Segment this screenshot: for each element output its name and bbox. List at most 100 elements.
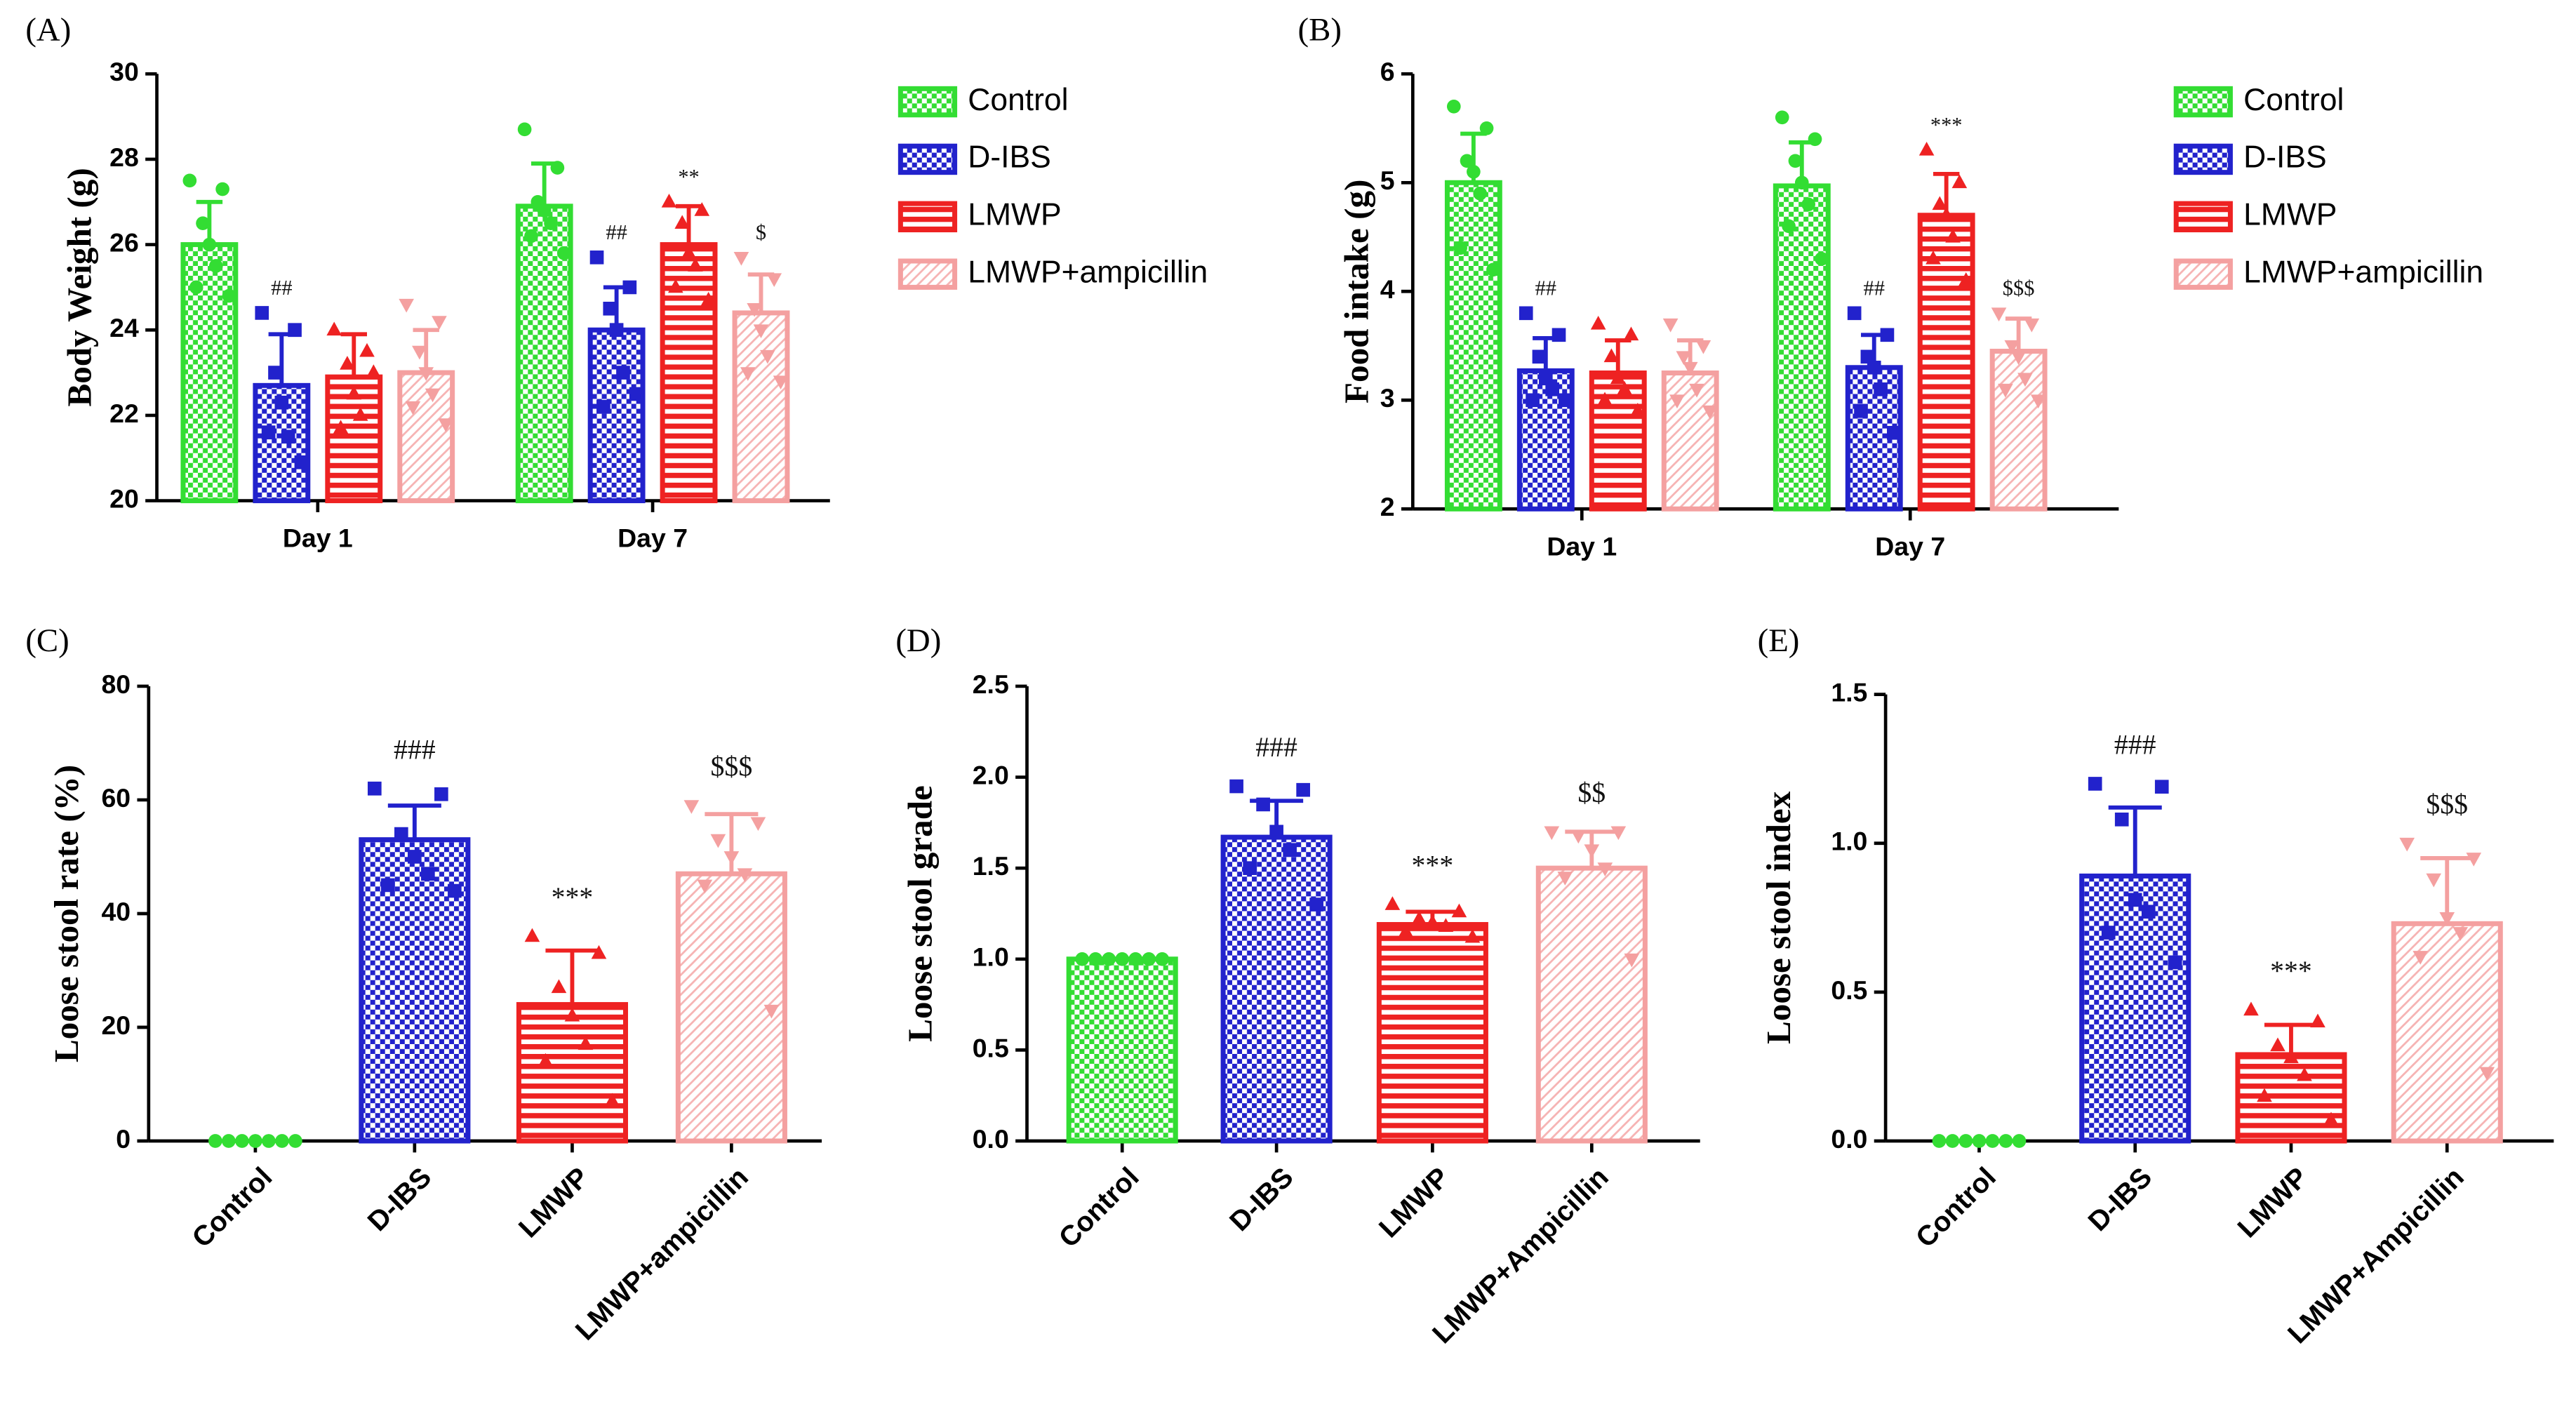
data-point [517,122,532,137]
x-tick-label: LMWP+ampicillin [570,1161,754,1346]
y-tick-label: 80 [101,669,131,699]
data-point [1932,196,1948,211]
data-point [432,316,447,330]
y-tick-label: 26 [109,227,139,257]
data-point [366,364,382,378]
legend-label: LMWP [968,198,1061,232]
y-tick-label: 4 [1380,274,1395,304]
data-point [2399,837,2415,852]
data-point [346,385,362,400]
data-point [700,291,716,306]
data-point [1584,844,1600,859]
x-tick-label: LMWP [2231,1161,2314,1243]
y-tick-label: 1.5 [1831,678,1867,707]
y-tick-label: 2.5 [973,669,1009,699]
data-point [2426,873,2442,888]
data-point [1998,383,2013,398]
data-point [683,800,700,814]
data-point [2257,1088,2272,1102]
bar [1661,370,1719,512]
data-point [603,302,618,316]
data-point [2243,1001,2259,1016]
data-point [1115,952,1130,966]
data-point [538,1053,554,1067]
y-tick-label: 5 [1380,166,1395,195]
legend-swatch [2173,143,2233,175]
data-point [697,879,713,894]
data-point [1283,843,1297,857]
x-tick-label: LMWP [513,1161,595,1243]
data-point [421,867,435,881]
bar [587,327,646,504]
significance-label: ## [606,220,627,244]
data-point [288,1134,302,1148]
significance-label: $$$ [2426,789,2468,820]
data-point [556,246,571,260]
data-point [1411,910,1427,925]
data-point [1926,250,1941,265]
significance-label: ### [2114,730,2156,761]
bar [2235,1052,2347,1144]
legend-label: LMWP+ampicillin [968,255,1208,289]
x-tick-label: Day 7 [1875,531,1945,561]
legend-label: LMWP [2243,198,2337,232]
legend-label: LMWP+ampicillin [2243,255,2483,289]
data-point [688,258,703,272]
data-point [1958,1134,1973,1148]
data-point [1617,380,1632,395]
y-tick-label: 40 [101,897,131,926]
y-tick-label: 30 [109,57,139,86]
data-point [1874,382,1888,396]
x-tick-label: LMWP+Ampicillin [2282,1161,2470,1349]
data-point [760,349,775,364]
legend-swatch [897,201,958,233]
data-point [1526,393,1540,408]
error-bar [545,948,599,1005]
data-point [591,944,607,959]
data-point [1985,1134,2000,1148]
data-point [1623,326,1639,341]
data-point [202,237,217,252]
significance-label: *** [2270,956,2312,987]
data-point [326,321,342,336]
data-point [1102,952,1116,966]
data-point [2413,951,2429,965]
x-tick-label: D-IBS [362,1161,438,1237]
data-point [268,366,282,380]
y-tick-label: 28 [109,142,139,172]
data-point [1544,826,1560,841]
legend-swatch [2173,258,2233,290]
data-point [1590,315,1606,330]
data-point [1938,206,1954,221]
data-point [182,173,197,188]
data-point [1570,829,1587,844]
data-point [340,356,355,370]
data-point [274,395,289,410]
y-axis-label: Loose stool index [1759,791,1798,1044]
y-tick-label: 3 [1380,383,1395,413]
data-point [753,324,769,339]
data-point [438,418,454,432]
data-point [616,366,630,380]
legend-label: D-IBS [968,140,1051,175]
bar [1989,349,2048,512]
data-point [367,781,382,796]
data-point [766,273,782,288]
x-tick-label: D-IBS [1224,1161,1300,1237]
data-point [2168,955,2182,970]
data-point [1460,154,1474,168]
panel-label: (D) [895,622,941,659]
data-point [208,1134,222,1148]
data-point [596,399,610,414]
data-point [1545,382,1559,396]
bar [1066,956,1178,1144]
data-point [261,425,276,440]
error-bar [2108,805,2162,876]
data-point [1847,306,1862,321]
data-point [668,279,683,293]
data-point [196,216,210,231]
error-bar [387,803,441,840]
data-point [2088,777,2102,791]
data-point [1597,862,1613,876]
